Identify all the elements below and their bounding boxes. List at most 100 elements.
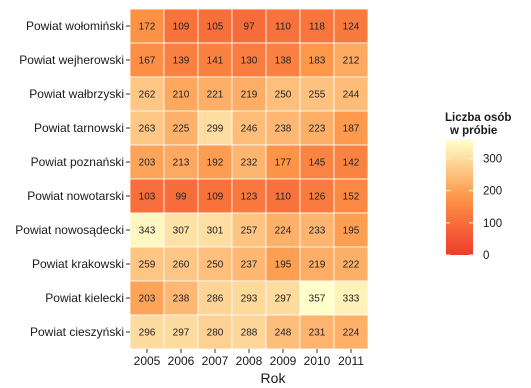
cell-value-label: 257 — [241, 226, 258, 237]
cell-value-label: 138 — [275, 56, 292, 67]
heatmap-cell — [265, 280, 301, 316]
x-tick-label: 2009 — [270, 354, 297, 368]
cell-value-label: 259 — [139, 260, 156, 271]
heatmap-cell — [265, 212, 301, 248]
cell-value-label: 262 — [139, 90, 156, 101]
heatmap-cell — [231, 178, 267, 214]
color-legend: Liczba osób w próbie 0 100 200 300 — [445, 112, 511, 262]
cell-value-label: 124 — [343, 22, 360, 33]
cell-value-label: 307 — [173, 226, 190, 237]
heatmap-cell — [299, 110, 335, 146]
heatmap-cell — [299, 8, 335, 44]
cell-value-label: 219 — [309, 260, 326, 271]
heatmap-cell — [333, 76, 369, 112]
cell-value-label: 110 — [275, 22, 291, 33]
heatmap-cell — [163, 76, 199, 112]
y-tick-label: Powiat wołomiński — [26, 19, 124, 33]
heatmap-cell — [333, 246, 369, 282]
y-tick-label: Powiat nowotarski — [27, 189, 124, 203]
legend-title-line1: Liczba osób — [445, 112, 511, 124]
legend-color-bar — [446, 140, 473, 255]
cell-value-label: 357 — [309, 294, 326, 305]
cell-value-label: 238 — [275, 124, 292, 135]
y-tick-label: Powiat kielecki — [45, 291, 124, 305]
x-tick-label: 2007 — [202, 354, 229, 368]
cell-value-label: 250 — [275, 90, 292, 101]
cell-value-label: 225 — [173, 124, 190, 135]
heatmap-cell — [299, 246, 335, 282]
cell-value-label: 110 — [275, 192, 291, 203]
cell-value-label: 126 — [309, 192, 326, 203]
cell-value-label: 232 — [241, 158, 258, 169]
cell-value-label: 145 — [309, 158, 326, 169]
legend-ticks: 0 100 200 300 — [446, 153, 502, 262]
cell-value-label: 260 — [173, 260, 190, 271]
cell-value-label: 237 — [241, 260, 258, 271]
y-tick-label: Powiat nowosądecki — [15, 223, 124, 237]
cell-value-label: 296 — [139, 328, 156, 339]
x-tick-label: 2011 — [338, 354, 364, 368]
cell-value-label: 123 — [241, 192, 258, 203]
heatmap-cell — [129, 144, 165, 180]
heatmap-cell — [129, 212, 165, 248]
heatmap-cell — [265, 314, 301, 350]
cell-value-label: 212 — [343, 56, 360, 67]
cell-value-label: 210 — [173, 90, 190, 101]
cell-value-label: 286 — [207, 294, 224, 305]
cell-value-label: 301 — [207, 226, 224, 237]
cell-value-label: 97 — [243, 22, 255, 33]
heatmap-cell — [265, 76, 301, 112]
y-tick-label: Powiat poznański — [31, 155, 124, 169]
cell-value-label: 263 — [139, 124, 156, 135]
cell-value-label: 203 — [139, 294, 156, 305]
y-tick-label: Powiat wejherowski — [19, 53, 124, 67]
heatmap-axes: Powiat wołomiński Powiat wejherowski Powia… — [15, 19, 364, 368]
cell-value-label: 293 — [241, 294, 258, 305]
heatmap-cell — [197, 144, 233, 180]
heatmap-cell — [231, 314, 267, 350]
heatmap-cell — [333, 178, 369, 214]
cell-value-label: 221 — [207, 90, 224, 101]
cell-value-label: 142 — [343, 158, 360, 169]
heatmap-cell — [299, 76, 335, 112]
cell-value-label: 219 — [241, 90, 258, 101]
cell-value-label: 118 — [309, 22, 325, 33]
cell-value-label: 213 — [173, 158, 190, 169]
cell-value-label: 299 — [207, 124, 224, 135]
x-tick-label: 2010 — [304, 354, 331, 368]
cell-value-label: 172 — [139, 22, 156, 33]
heatmap-cell — [129, 178, 165, 214]
cell-value-label: 192 — [207, 158, 224, 169]
heatmap-cell — [163, 246, 199, 282]
heatmap-cell — [163, 178, 199, 214]
heatmap-cell — [197, 42, 233, 78]
y-tick-label: Powiat krakowski — [32, 257, 124, 271]
heatmap-cell — [197, 212, 233, 248]
x-tick-label: 2005 — [134, 354, 161, 368]
cell-value-label: 103 — [139, 192, 156, 203]
cell-value-label: 109 — [207, 192, 224, 203]
heatmap-cell — [163, 110, 199, 146]
legend-tick-label: 200 — [483, 186, 502, 198]
legend-tick-label: 0 — [483, 250, 489, 262]
cell-value-label: 297 — [173, 328, 190, 339]
cell-value-label: 224 — [275, 226, 292, 237]
cell-value-label: 233 — [309, 226, 326, 237]
heatmap-cell — [231, 76, 267, 112]
cell-value-label: 343 — [139, 226, 156, 237]
heatmap-cell — [333, 212, 369, 248]
cell-value-label: 333 — [343, 294, 360, 305]
cell-value-label: 105 — [207, 22, 224, 33]
heatmap-cell — [231, 212, 267, 248]
cell-value-label: 255 — [309, 90, 326, 101]
cell-value-label: 248 — [275, 328, 292, 339]
cell-value-label: 203 — [139, 158, 156, 169]
cell-value-label: 187 — [343, 124, 360, 135]
cell-value-label: 246 — [241, 124, 258, 135]
cell-value-label: 224 — [343, 328, 360, 339]
y-tick-label: Powiat wałbrzyski — [29, 87, 124, 101]
heatmap-cell — [231, 246, 267, 282]
x-tick-label: 2006 — [168, 354, 195, 368]
heatmap-cell — [197, 314, 233, 350]
